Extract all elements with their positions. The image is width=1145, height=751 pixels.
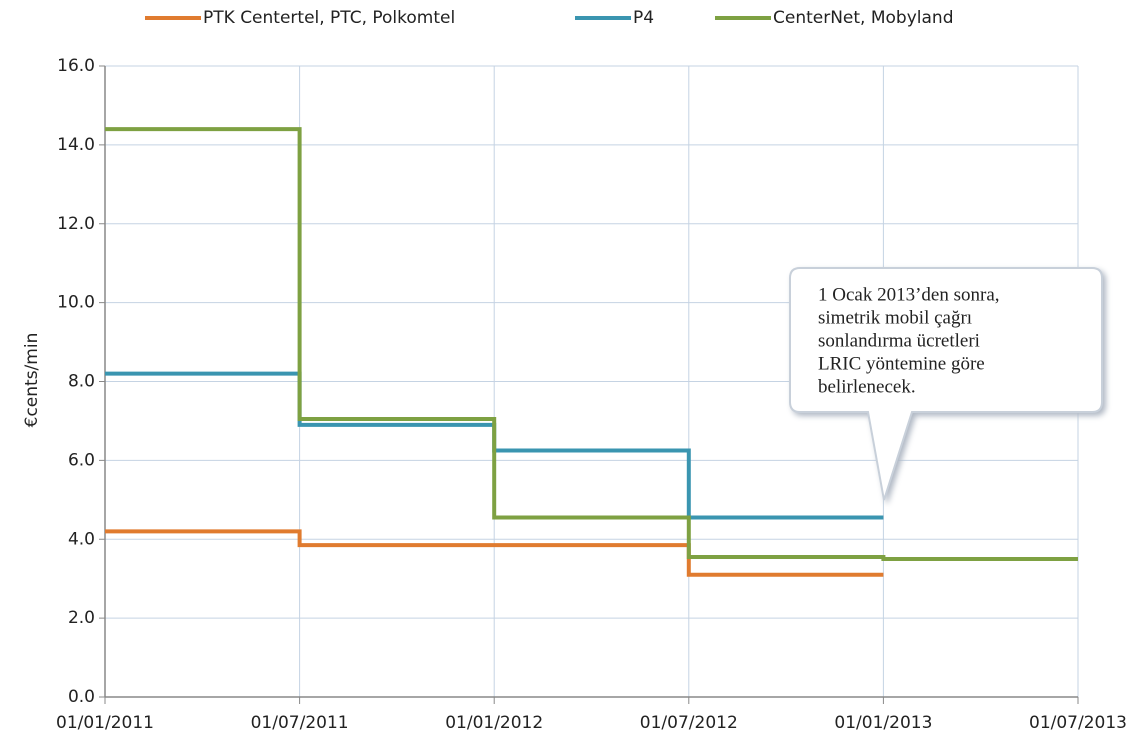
x-tick-label: 01/01/2012 xyxy=(445,713,543,733)
x-tick-label: 01/01/2013 xyxy=(834,713,932,733)
y-tick-label: 6.0 xyxy=(68,450,95,470)
y-tick-label: 2.0 xyxy=(68,608,95,628)
annotation-line: sonlandırma ücretleri xyxy=(818,330,980,351)
annotation-line: LRIC yöntemine göre xyxy=(818,353,985,374)
y-tick-label: 4.0 xyxy=(68,529,95,549)
legend-label: PTK Centertel, PTC, Polkomtel xyxy=(203,8,455,28)
y-tick-label: 8.0 xyxy=(68,372,95,392)
annotation-line: simetrik mobil çağrı xyxy=(818,307,972,328)
y-tick-label: 0.0 xyxy=(68,687,95,707)
callout: 1 Ocak 2013’den sonra,simetrik mobil çağ… xyxy=(789,267,1103,501)
legend-label: P4 xyxy=(633,8,654,28)
x-tick-label: 01/07/2012 xyxy=(640,713,738,733)
annotation-line: belirlenecek. xyxy=(818,376,916,397)
y-tick-label: 10.0 xyxy=(57,293,95,313)
y-tick-label: 14.0 xyxy=(57,135,95,155)
series-line xyxy=(105,127,1078,561)
x-tick-label: 01/07/2011 xyxy=(251,713,349,733)
legend-label: CenterNet, Mobyland xyxy=(773,8,954,28)
annotation-line: 1 Ocak 2013’den sonra, xyxy=(818,284,1000,305)
x-tick-label: 01/01/2011 xyxy=(56,713,154,733)
callout-box xyxy=(789,267,1103,501)
y-tick-label: 12.0 xyxy=(57,214,95,234)
y-axis-label: €cents/min xyxy=(22,333,42,428)
x-tick-label: 01/07/2013 xyxy=(1029,713,1127,733)
y-tick-label: 16.0 xyxy=(57,56,95,76)
series-line xyxy=(105,529,884,577)
